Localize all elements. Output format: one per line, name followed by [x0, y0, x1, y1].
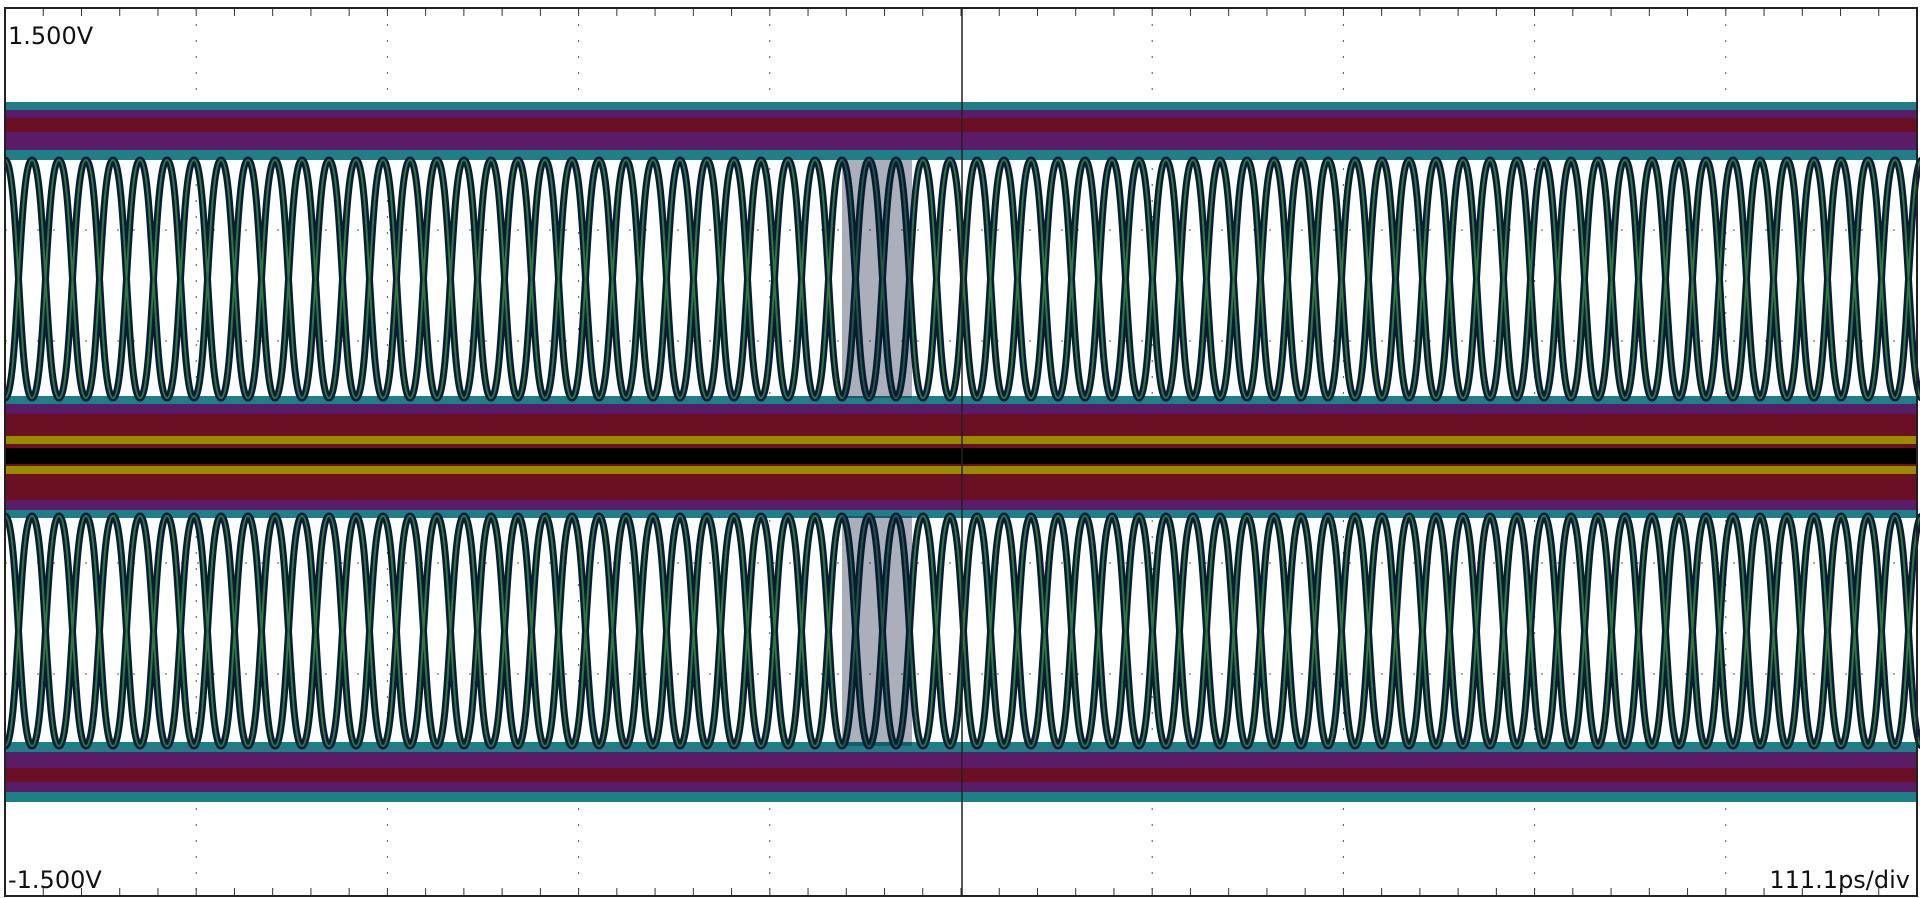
page: 1.500V -1.500V 111.1ps/div (() => { cons…	[0, 0, 1920, 898]
band	[5, 448, 1917, 464]
band	[5, 436, 1917, 444]
band	[5, 466, 1917, 474]
noise	[842, 160, 912, 398]
timebase: 111.1ps/div	[1769, 866, 1910, 894]
noise	[842, 516, 912, 746]
bottom-voltage: -1.500V	[8, 866, 102, 894]
scope-display: 1.500V -1.500V 111.1ps/div	[0, 0, 1920, 898]
top-voltage: 1.500V	[8, 22, 94, 50]
band	[5, 768, 1917, 782]
band	[5, 118, 1917, 132]
